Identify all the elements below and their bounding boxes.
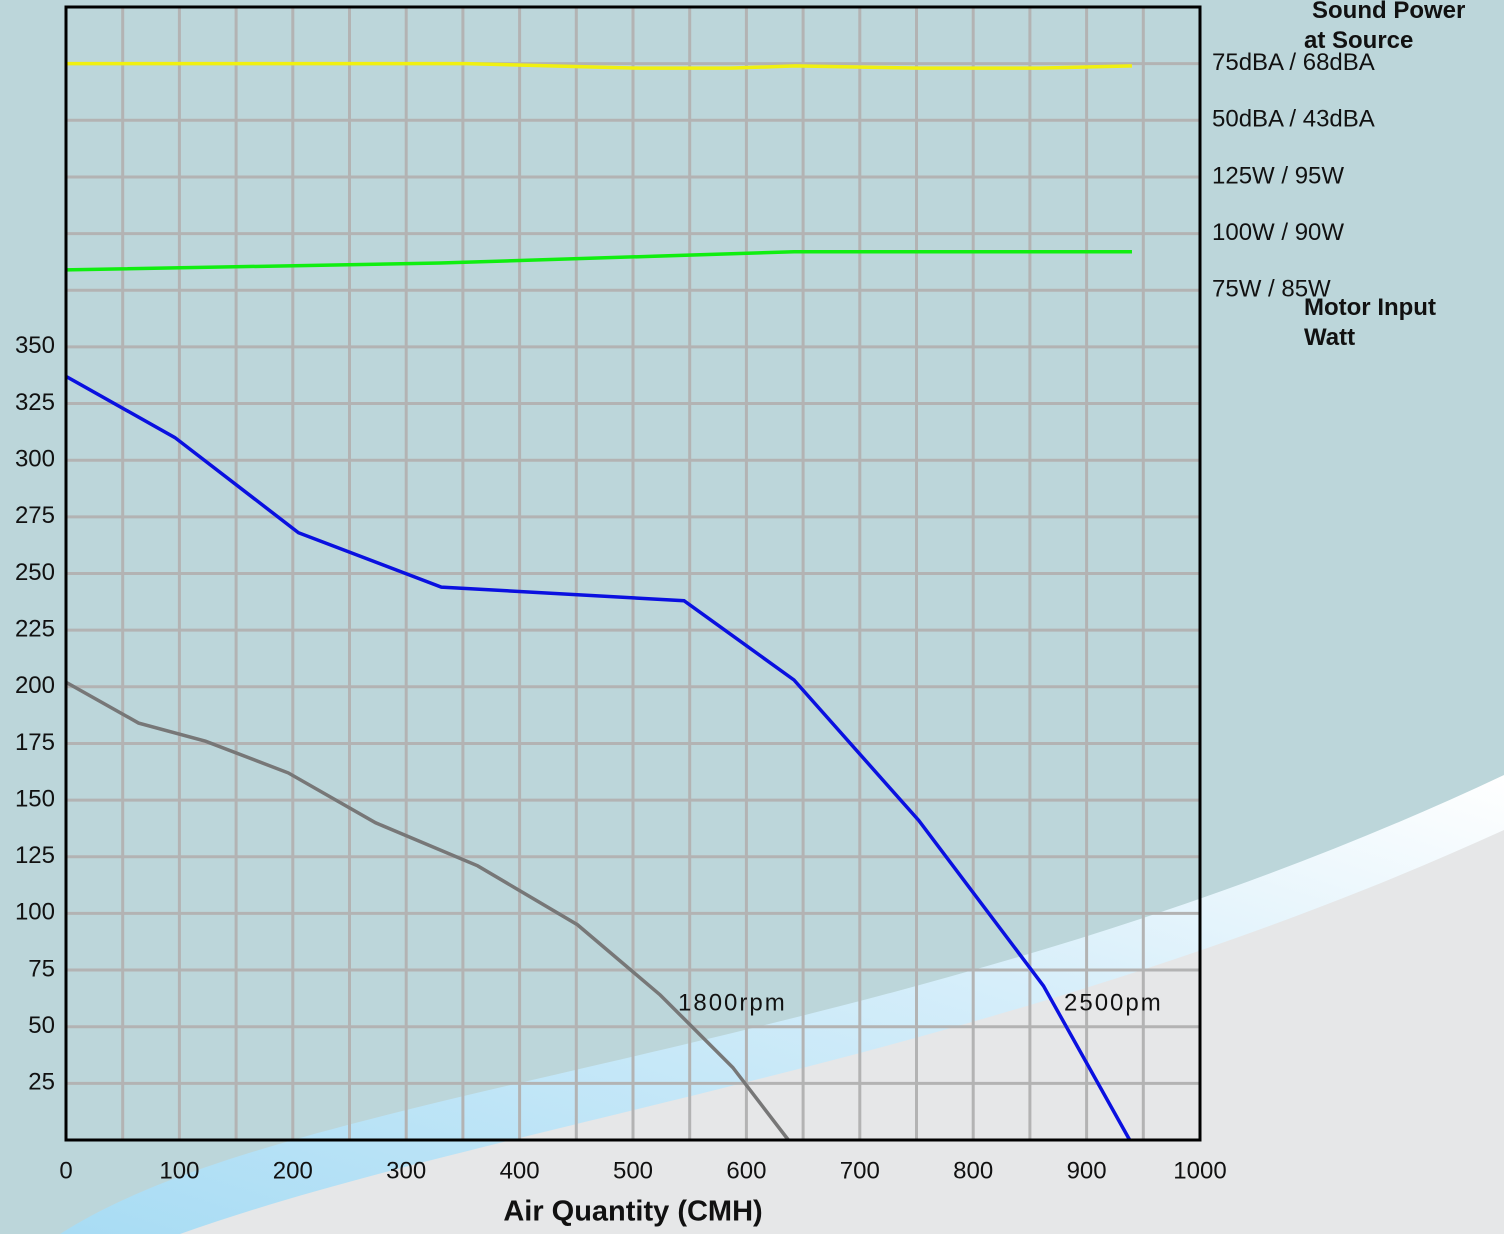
y-tick-label: 25 [28, 1069, 55, 1096]
y-tick-label: 150 [15, 785, 55, 812]
y2-tick-label: 125W / 95W [1212, 162, 1344, 189]
x-tick-label: 900 [1067, 1157, 1107, 1184]
x-tick-label: 800 [953, 1157, 993, 1184]
y-tick-label: 325 [15, 389, 55, 416]
y2-title: Motor Input Watt [1304, 294, 1436, 351]
y-tick-label: 200 [15, 672, 55, 699]
y-tick-label: 250 [15, 559, 55, 586]
y-tick-label: 125 [15, 842, 55, 869]
x-tick-label: 600 [726, 1157, 766, 1184]
series-line [66, 61, 1133, 70]
series-label: 2500pm [1064, 989, 1163, 1016]
y-tick-label: 300 [15, 446, 55, 473]
y2-title: Sound Power at Source [1304, 0, 1465, 54]
y2-tick-label: 100W / 90W [1212, 219, 1344, 246]
x-tick-label: 100 [159, 1157, 199, 1184]
x-axis-label: Air Quantity (CMH) [503, 1196, 762, 1228]
y-tick-label: 350 [15, 332, 55, 359]
y2-tick-label: 75dBA / 68dBA [1212, 49, 1375, 76]
x-tick-label: 0 [59, 1157, 72, 1184]
x-tick-label: 500 [613, 1157, 653, 1184]
x-tick-label: 400 [500, 1157, 540, 1184]
y-tick-label: 225 [15, 615, 55, 642]
y-tick-label: 50 [28, 1012, 55, 1039]
x-tick-label: 300 [386, 1157, 426, 1184]
x-tick-label: 200 [273, 1157, 313, 1184]
y-tick-label: 175 [15, 729, 55, 756]
series-line [65, 680, 790, 1142]
plot-border [64, 5, 1202, 1142]
series-label: 1800rpm [678, 989, 787, 1016]
x-tick-label: 700 [840, 1157, 880, 1184]
y-tick-label: 275 [15, 502, 55, 529]
y2-tick-label: 75W / 85W [1212, 276, 1331, 303]
y2-tick-label: 50dBA / 43dBA [1212, 106, 1375, 133]
x-tick-label: 1000 [1173, 1157, 1226, 1184]
swoosh-shade [180, 830, 1504, 1234]
series-line [65, 249, 1132, 272]
series-line [65, 374, 1132, 1141]
y-tick-label: 75 [28, 955, 55, 982]
y-tick-label: 100 [15, 899, 55, 926]
